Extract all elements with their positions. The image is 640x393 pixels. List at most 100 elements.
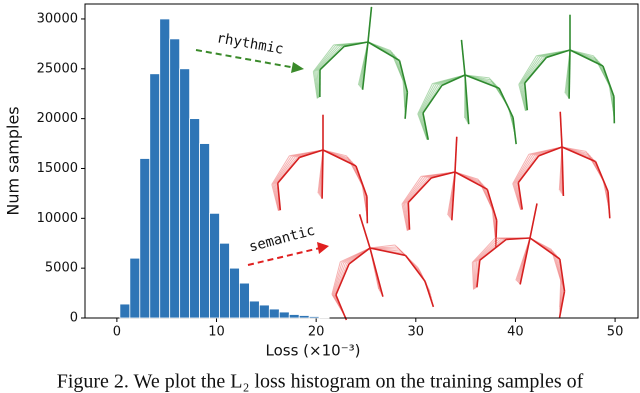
skeleton-bone xyxy=(331,261,341,295)
skeleton-bone xyxy=(407,202,411,230)
skeletons xyxy=(271,6,616,321)
skeleton-bone xyxy=(274,183,280,211)
skeleton-bone xyxy=(473,237,498,263)
skeleton-bone xyxy=(512,153,530,184)
skeleton-bone xyxy=(514,154,534,184)
skeleton-bone xyxy=(518,55,537,85)
x-tick-label: 50 xyxy=(607,325,624,340)
skeleton-bone xyxy=(512,117,517,145)
skeleton-bone xyxy=(369,247,384,297)
skeleton-bone xyxy=(402,203,409,231)
skeleton-bone xyxy=(594,161,609,192)
skeleton-bone xyxy=(407,177,432,204)
skeleton-bone xyxy=(276,156,298,184)
skeleton-bone xyxy=(424,281,435,308)
arrow xyxy=(247,247,321,266)
skeleton-bone xyxy=(523,56,545,84)
y-tick-label: 10000 xyxy=(37,211,78,226)
skeleton-bone xyxy=(403,176,426,204)
x-tick-label: 40 xyxy=(507,325,524,340)
skeleton-bone xyxy=(602,65,615,97)
skeleton-bone xyxy=(498,87,514,118)
skeleton-bone xyxy=(561,146,565,196)
bar xyxy=(308,316,320,319)
skeleton-bone xyxy=(486,189,498,221)
skeleton-bone xyxy=(361,41,369,90)
arrowhead xyxy=(317,242,329,254)
bar xyxy=(219,242,230,319)
y-tick-label: 5000 xyxy=(45,261,78,276)
skeleton-bone xyxy=(404,92,409,119)
skeleton-bone xyxy=(312,71,318,99)
skeleton-bone xyxy=(568,49,571,99)
skeleton-bone xyxy=(419,84,437,114)
skeleton-bone xyxy=(417,83,433,115)
skeleton-bone xyxy=(451,171,456,221)
skeleton-bone xyxy=(474,238,500,263)
bar xyxy=(129,257,141,319)
bar xyxy=(318,316,330,319)
bar xyxy=(268,308,280,319)
skeleton-bone xyxy=(273,156,294,185)
skeleton-bone xyxy=(318,45,343,71)
skeleton-bone xyxy=(315,45,339,72)
skeleton-bone xyxy=(369,247,406,257)
skeleton-bone xyxy=(277,156,301,184)
bar xyxy=(119,303,131,319)
x-axis-label: Loss (×10⁻³) xyxy=(266,342,361,360)
skeleton-bone xyxy=(404,254,426,282)
y-tick-label: 0 xyxy=(70,311,78,326)
skeleton-bone xyxy=(538,146,563,157)
skeleton-bone xyxy=(561,146,596,163)
skeleton-bone xyxy=(474,261,478,289)
skeleton-bone xyxy=(524,56,548,84)
skeleton-bone xyxy=(403,203,409,231)
skeleton-bone xyxy=(273,183,280,211)
skeleton-bone xyxy=(316,45,341,71)
skeleton-bone xyxy=(529,203,538,239)
y-axis-label: Num samples xyxy=(4,106,23,215)
bar xyxy=(159,18,171,319)
skeleton-bone xyxy=(523,83,529,111)
skeleton-bone xyxy=(334,263,348,296)
x-tick-label: 10 xyxy=(208,325,225,340)
skeleton-bone xyxy=(398,60,409,93)
y-tick-label: 20000 xyxy=(37,111,78,126)
skeleton-bone xyxy=(454,171,488,191)
skeleton-bone xyxy=(299,149,324,159)
bar xyxy=(179,68,191,319)
skeleton-bone xyxy=(367,41,400,62)
skeleton-bone xyxy=(332,262,343,295)
arrowhead xyxy=(291,62,304,73)
skeleton-bone xyxy=(519,237,531,285)
skeleton-bone xyxy=(475,260,479,288)
bar xyxy=(209,212,220,319)
skeleton-bone xyxy=(335,263,350,296)
skeleton-bone xyxy=(607,191,611,219)
skeleton-bone xyxy=(431,171,456,179)
skeleton-bone xyxy=(343,41,369,48)
skeleton-bone xyxy=(520,83,527,111)
bar xyxy=(229,267,240,319)
skeleton-bone xyxy=(476,260,481,288)
skeleton-bone xyxy=(555,255,564,288)
skeleton-bone xyxy=(454,136,458,173)
skeleton-bone xyxy=(333,263,346,295)
skeleton-bone xyxy=(321,149,324,199)
bar xyxy=(239,282,250,319)
skeleton-bone xyxy=(513,154,532,184)
skeleton-bone xyxy=(316,70,320,98)
skeleton-bone xyxy=(546,49,571,59)
skeleton-bone xyxy=(422,84,443,114)
y-tick-label: 30000 xyxy=(37,11,78,26)
skeleton-bone xyxy=(405,203,409,231)
skeleton-bone xyxy=(367,6,373,43)
skeleton-bone xyxy=(517,155,540,184)
bar xyxy=(149,73,161,319)
skeleton-bone xyxy=(506,237,531,241)
skeleton-bone xyxy=(418,83,435,114)
axes-frame xyxy=(84,3,639,319)
bar xyxy=(258,304,270,319)
skeleton-bone xyxy=(519,55,539,85)
x-tick-label: 30 xyxy=(408,325,425,340)
